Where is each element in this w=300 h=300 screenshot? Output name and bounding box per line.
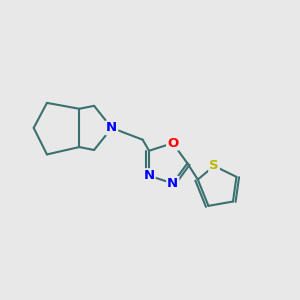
Text: O: O [167, 136, 178, 150]
Text: N: N [143, 169, 155, 182]
Text: S: S [209, 159, 219, 172]
Text: N: N [106, 122, 117, 134]
Text: N: N [167, 177, 178, 190]
